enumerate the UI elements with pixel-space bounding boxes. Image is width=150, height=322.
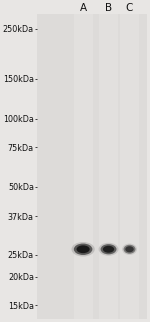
- Ellipse shape: [74, 243, 92, 255]
- FancyBboxPatch shape: [74, 14, 93, 319]
- FancyBboxPatch shape: [99, 14, 118, 319]
- Ellipse shape: [100, 244, 117, 254]
- Ellipse shape: [99, 243, 119, 256]
- Ellipse shape: [103, 246, 114, 253]
- Ellipse shape: [72, 242, 95, 257]
- Ellipse shape: [124, 245, 135, 254]
- Ellipse shape: [122, 243, 137, 255]
- Ellipse shape: [125, 246, 134, 252]
- FancyBboxPatch shape: [120, 14, 139, 319]
- Ellipse shape: [76, 245, 90, 253]
